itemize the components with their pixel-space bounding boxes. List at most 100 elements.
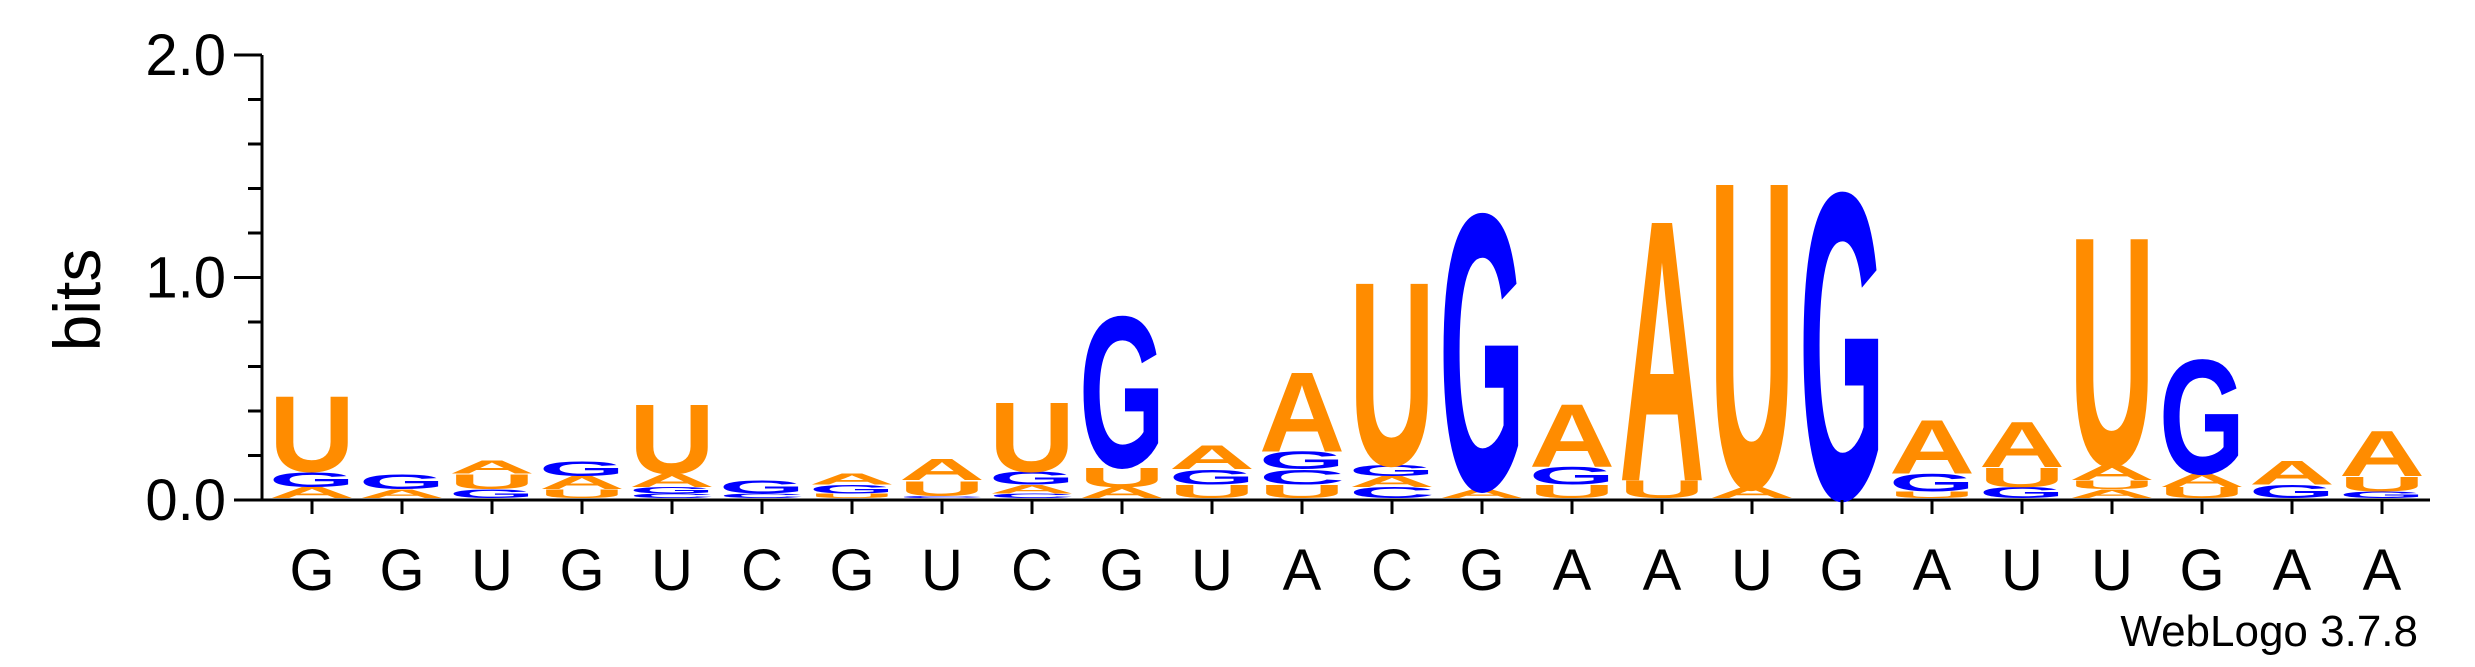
logo-letter-A: A (1169, 438, 1255, 476)
logo-letter-G: G (809, 482, 895, 496)
logo-letter-U: U (269, 374, 355, 495)
logo-letter-A: A (2159, 470, 2245, 491)
logo-letter-G: G (1799, 100, 1885, 591)
x-tick-label: G (1819, 538, 1864, 603)
logo-letter-A: A (449, 457, 535, 478)
logo-letter-A: A (2069, 487, 2155, 501)
logo-letter-A: A (809, 471, 895, 488)
x-tick-label: G (559, 538, 604, 603)
logo-letter-A: A (899, 452, 985, 486)
logo-letter-G: G (1439, 131, 1525, 574)
y-tick-label: 2.0 (145, 23, 226, 88)
position-stack: AUG (1079, 273, 1165, 514)
logo-letter-G: G (1529, 462, 1615, 490)
position-stack: UAG (2159, 326, 2245, 509)
x-tick-label: A (1913, 538, 1952, 603)
y-tick-label: 0.0 (145, 468, 226, 533)
x-tick-label: U (921, 538, 963, 603)
x-tick-label: U (471, 538, 513, 603)
x-tick-label: A (1283, 538, 1322, 603)
logo-letter-A: A (359, 487, 445, 501)
logo-letter-C: C (899, 495, 985, 498)
logo-letter-U: U (1529, 481, 1615, 502)
logo-letter-G: G (1169, 465, 1255, 489)
logo-letter-U: U (1709, 91, 1795, 581)
logo-letter-U: U (2339, 472, 2425, 496)
logo-letter-A: A (1889, 404, 1975, 490)
logo-letter-A: A (2069, 461, 2155, 485)
logo-letter-C: C (1259, 465, 1345, 489)
x-tick-label: A (1553, 538, 1592, 603)
position-stack: AG (359, 470, 445, 501)
x-tick-label: U (2091, 538, 2133, 603)
position-stack: UAG (539, 456, 625, 500)
logo-letter-C: C (1349, 484, 1435, 501)
logo-letter-G: G (1979, 484, 2065, 501)
logo-letter-G: G (2249, 481, 2335, 502)
x-tick-label: G (289, 538, 334, 603)
x-tick-label: C (741, 538, 783, 603)
position-stack: UGA (809, 471, 895, 500)
logo-letter-G: G (2159, 326, 2245, 509)
logo-letter-A: A (1619, 142, 1705, 560)
logo-letter-G: G (719, 477, 805, 498)
logo-letter-A: A (1979, 409, 2065, 481)
logo-letter-G: G (539, 456, 625, 480)
x-tick-label: A (2273, 538, 2312, 603)
x-tick-label: A (1643, 538, 1682, 603)
logo-letter-G: G (449, 487, 535, 501)
position-stack: CUA (899, 452, 985, 500)
logo-letter-C: C (989, 492, 1075, 499)
position-stack: UGA (1529, 387, 1615, 502)
logo-letter-G: G (1889, 469, 1975, 497)
logo-letter-G: G (1079, 273, 1165, 514)
position-stack: GA (2249, 454, 2335, 502)
logo-letter-A: A (629, 470, 715, 491)
x-tick-label: G (829, 538, 874, 603)
logo-letter-U: U (1619, 476, 1705, 504)
logo-letter-A: A (1259, 347, 1345, 475)
logo-letter-U: U (2159, 484, 2245, 501)
x-tick-label: U (2001, 538, 2043, 603)
position-stack: UGA (1889, 404, 1975, 500)
logo-letter-U: U (539, 487, 625, 501)
logo-letter-U: U (1889, 490, 1975, 500)
logo-letter-U: U (449, 470, 535, 494)
x-tick-label: G (1459, 538, 1504, 603)
logo-letter-U: U (2069, 170, 2155, 536)
logo-letter-A: A (1439, 487, 1525, 501)
position-stack: AGU (269, 374, 355, 501)
logo-letter-U: U (1079, 462, 1165, 493)
position-stack: GUA (1979, 409, 2065, 502)
logo-letter-G: G (1259, 447, 1345, 475)
logo-letter-G: G (989, 468, 1075, 489)
logo-letter-U: U (1259, 481, 1345, 502)
position-stack: AG (1439, 131, 1525, 574)
x-tick-label: U (1191, 538, 1233, 603)
axes: 0.0 1.0 2.0 (145, 23, 2430, 533)
logo-letter-U: U (1169, 481, 1255, 502)
x-tick-label: A (2363, 538, 2402, 603)
x-tick-label: G (1099, 538, 1144, 603)
logo-letter-A: A (1079, 484, 1165, 501)
logo-letter-U: U (809, 492, 895, 499)
logo-letter-U: U (629, 385, 715, 495)
position-stack: GUA (449, 457, 535, 501)
logo-letter-U: U (1979, 462, 2065, 493)
logo-letter-U: U (989, 383, 1075, 493)
logo-letter-A: A (269, 484, 355, 501)
logo-letter-G: G (359, 470, 445, 494)
logo-letter-G: G (1349, 462, 1435, 479)
x-tick-label: C (1011, 538, 1053, 603)
position-stack: AU (1709, 91, 1795, 581)
position-stack: G (1799, 100, 1885, 591)
logo-letter-G: G (2339, 490, 2425, 500)
logo-letter-A: A (2339, 418, 2425, 490)
logo-letter-A: A (1529, 387, 1615, 486)
